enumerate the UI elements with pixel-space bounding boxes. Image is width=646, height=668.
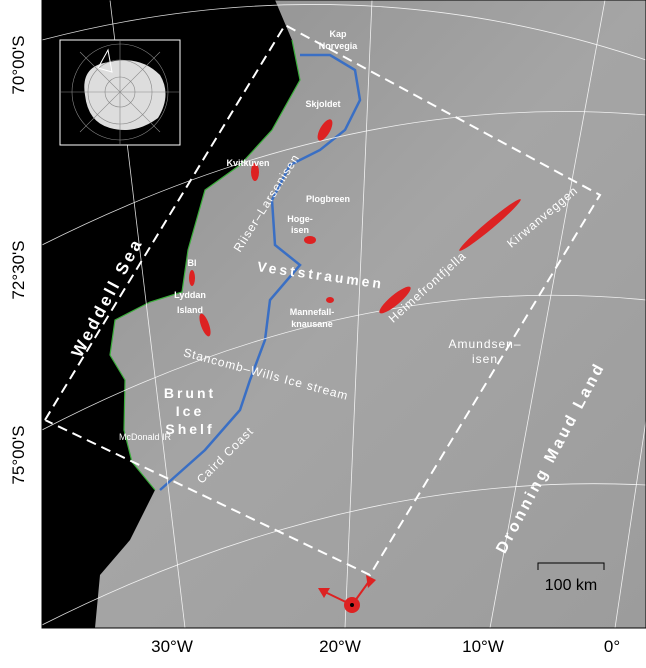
place-label: Bl: [188, 258, 197, 268]
lat-label: 70°00'S: [9, 35, 28, 94]
lon-label: 20°W: [319, 637, 361, 656]
place-label: Hoge-: [287, 214, 313, 224]
place-label: Island: [177, 305, 203, 315]
place-label: Norvegia: [319, 41, 359, 51]
place-label: Ice: [176, 403, 204, 419]
place-label: Mannefall-: [290, 307, 335, 317]
place-label: Brunt: [164, 385, 216, 401]
place-label: Shelf: [165, 421, 214, 437]
place-label: Amundsen–: [448, 337, 521, 351]
scale-label: 100 km: [545, 577, 597, 594]
lat-label: 72°30'S: [9, 240, 28, 299]
map-figure: 70°00'S 72°30'S 75°00'S 30°W 20°W 10°W 0…: [0, 0, 646, 663]
place-label: McDonald IR: [119, 432, 172, 442]
place-label: Kap: [329, 29, 347, 39]
inset-map: [60, 40, 180, 145]
place-label: Lyddan: [174, 290, 206, 300]
lat-label: 75°00'S: [9, 425, 28, 484]
place-label: knausane: [291, 319, 333, 329]
place-label: Plogbreen: [306, 194, 350, 204]
place-label: Kvitkuven: [226, 158, 269, 168]
place-label: isen: [472, 352, 498, 366]
place-label: Skjoldet: [305, 99, 340, 109]
lon-label: 10°W: [462, 637, 504, 656]
place-label: isen: [291, 225, 309, 235]
lon-label: 0°: [604, 637, 620, 656]
lon-label: 30°W: [151, 637, 193, 656]
